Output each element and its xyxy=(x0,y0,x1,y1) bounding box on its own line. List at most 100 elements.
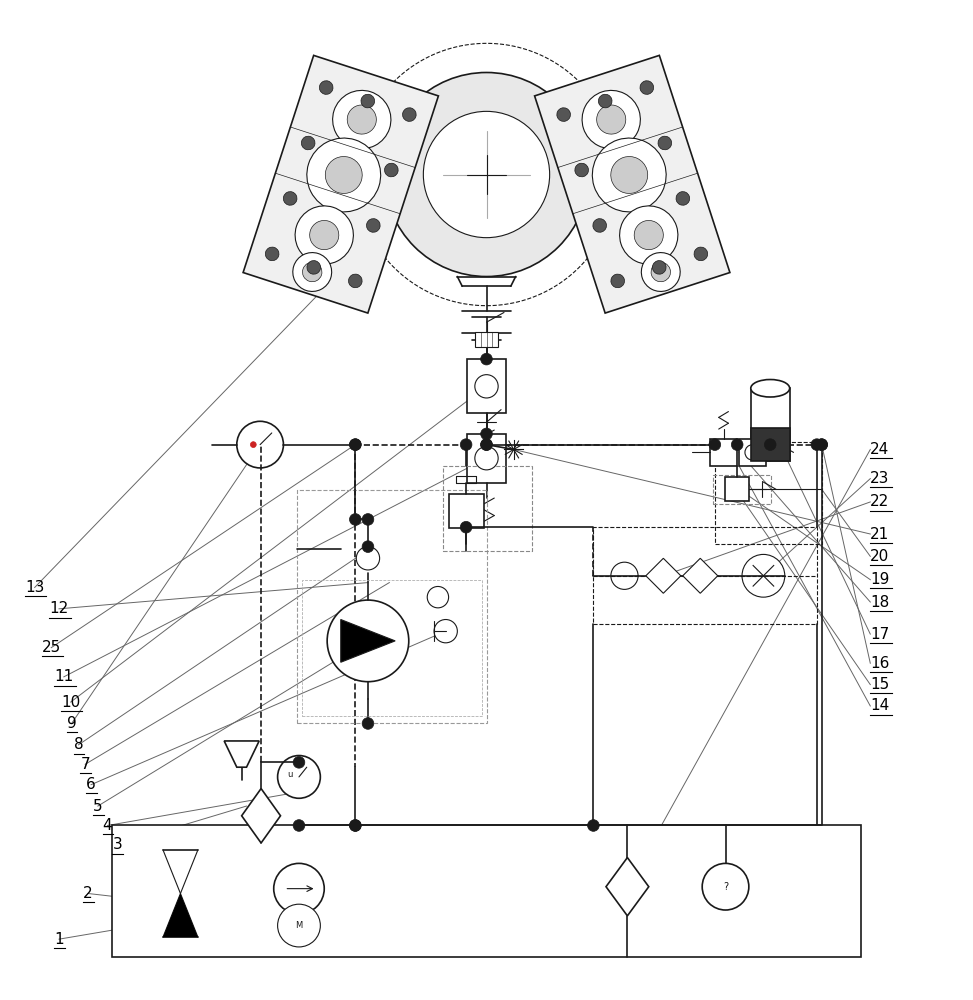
Text: 8: 8 xyxy=(74,737,83,752)
Text: 23: 23 xyxy=(870,471,889,486)
Polygon shape xyxy=(341,620,395,662)
Text: 9: 9 xyxy=(67,716,77,731)
Circle shape xyxy=(309,220,339,250)
Bar xyxy=(725,477,749,501)
Polygon shape xyxy=(241,789,280,843)
Text: 25: 25 xyxy=(42,640,60,655)
Text: ?: ? xyxy=(723,882,728,892)
Text: 4: 4 xyxy=(103,818,112,833)
Text: 10: 10 xyxy=(61,695,80,710)
Text: 1: 1 xyxy=(54,932,64,947)
Text: 20: 20 xyxy=(870,549,889,564)
Circle shape xyxy=(266,247,279,261)
Circle shape xyxy=(651,262,670,282)
Circle shape xyxy=(325,157,362,193)
Circle shape xyxy=(611,274,625,288)
Bar xyxy=(475,332,498,347)
Circle shape xyxy=(481,353,492,365)
Bar xyxy=(443,466,532,551)
Bar xyxy=(297,490,486,723)
Polygon shape xyxy=(683,558,718,593)
Circle shape xyxy=(676,192,690,205)
Circle shape xyxy=(742,554,785,597)
Circle shape xyxy=(403,108,416,121)
Text: u: u xyxy=(287,770,293,779)
Bar xyxy=(739,439,767,466)
Circle shape xyxy=(709,439,721,450)
Circle shape xyxy=(481,439,492,450)
Circle shape xyxy=(319,81,333,94)
Text: 12: 12 xyxy=(50,601,68,616)
Circle shape xyxy=(306,138,380,212)
Circle shape xyxy=(250,442,256,448)
Circle shape xyxy=(694,247,707,261)
Circle shape xyxy=(816,439,827,450)
Bar xyxy=(713,475,772,504)
Circle shape xyxy=(384,163,398,177)
Bar xyxy=(449,494,484,528)
Circle shape xyxy=(349,514,361,525)
Circle shape xyxy=(582,90,640,149)
Circle shape xyxy=(816,439,827,450)
Bar xyxy=(751,428,790,461)
Circle shape xyxy=(356,547,379,570)
Circle shape xyxy=(349,439,361,450)
Circle shape xyxy=(765,439,776,450)
Circle shape xyxy=(811,439,823,450)
Text: 14: 14 xyxy=(870,698,889,713)
Circle shape xyxy=(349,439,361,450)
Circle shape xyxy=(475,447,498,470)
Circle shape xyxy=(481,428,492,440)
Circle shape xyxy=(423,111,550,238)
Circle shape xyxy=(333,90,391,149)
Circle shape xyxy=(361,94,375,108)
Polygon shape xyxy=(162,894,198,937)
Circle shape xyxy=(293,757,305,768)
Circle shape xyxy=(745,445,761,460)
Circle shape xyxy=(293,253,332,291)
Bar xyxy=(710,439,738,466)
Circle shape xyxy=(362,718,374,729)
Circle shape xyxy=(475,375,498,398)
Circle shape xyxy=(427,586,449,608)
Polygon shape xyxy=(606,858,649,916)
Circle shape xyxy=(349,820,361,831)
Text: 3: 3 xyxy=(113,837,123,852)
Text: 24: 24 xyxy=(870,442,889,457)
Text: 17: 17 xyxy=(870,627,889,642)
Circle shape xyxy=(641,253,680,291)
Circle shape xyxy=(596,105,626,134)
Text: 16: 16 xyxy=(870,656,889,671)
Circle shape xyxy=(327,600,409,682)
Text: M: M xyxy=(296,921,303,930)
Text: 6: 6 xyxy=(87,777,96,792)
Bar xyxy=(534,55,730,313)
Bar xyxy=(751,388,790,461)
Circle shape xyxy=(593,219,606,232)
Circle shape xyxy=(588,820,599,831)
Circle shape xyxy=(349,820,361,831)
Circle shape xyxy=(362,514,374,525)
Circle shape xyxy=(593,138,667,212)
Bar xyxy=(302,580,482,716)
Text: 13: 13 xyxy=(25,580,45,595)
Circle shape xyxy=(434,620,457,643)
Text: 19: 19 xyxy=(870,572,889,587)
Polygon shape xyxy=(224,741,259,767)
Bar xyxy=(113,825,860,957)
Circle shape xyxy=(557,108,570,121)
Text: 5: 5 xyxy=(93,799,102,814)
Circle shape xyxy=(611,562,638,589)
Circle shape xyxy=(367,219,380,232)
Circle shape xyxy=(306,261,320,274)
Circle shape xyxy=(277,904,320,947)
Circle shape xyxy=(384,72,589,277)
Circle shape xyxy=(348,274,362,288)
Bar xyxy=(243,55,439,313)
Circle shape xyxy=(302,136,315,150)
Text: 2: 2 xyxy=(84,886,92,901)
Circle shape xyxy=(732,439,743,450)
Text: 11: 11 xyxy=(54,669,73,684)
Circle shape xyxy=(611,157,648,193)
Text: 7: 7 xyxy=(81,757,90,772)
